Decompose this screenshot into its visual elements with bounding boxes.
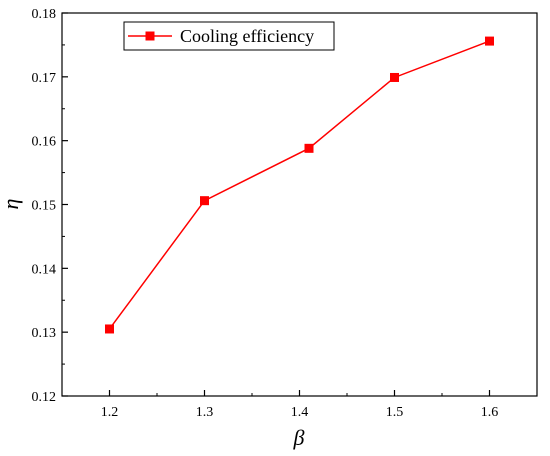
legend-marker — [145, 31, 155, 41]
legend: Cooling efficiency — [123, 21, 335, 51]
x-axis-title: β — [293, 425, 305, 450]
data-point — [105, 324, 114, 334]
y-tick-label: 0.14 — [32, 262, 57, 277]
y-axis: 0.12 0.13 0.14 0.15 0.16 0.17 0.18 — [32, 7, 68, 405]
plot-frame — [61, 12, 538, 397]
y-tick-label: 0.17 — [32, 71, 57, 86]
legend-box — [123, 21, 335, 51]
y-axis-title: η — [0, 199, 23, 210]
data-point — [485, 36, 494, 46]
y-tick-label: 0.13 — [32, 326, 57, 341]
y-tick-label: 0.18 — [32, 7, 57, 22]
data-point — [304, 143, 314, 153]
series-layer — [105, 36, 494, 334]
series-line — [108, 40, 490, 330]
legend-label: Cooling efficiency — [180, 26, 314, 46]
x-tick-label: 1.3 — [196, 405, 214, 420]
x-tick-label: 1.5 — [386, 405, 404, 420]
x-axis: 1.2 1.3 1.4 1.5 1.6 — [101, 390, 499, 420]
data-point — [200, 196, 209, 206]
data-point — [390, 72, 399, 82]
x-tick-label: 1.2 — [101, 405, 119, 420]
y-tick-label: 0.15 — [32, 199, 57, 214]
x-tick-label: 1.6 — [481, 405, 499, 420]
y-tick-label: 0.16 — [32, 135, 57, 150]
x-tick-label: 1.4 — [291, 405, 309, 420]
y-tick-label: 0.12 — [32, 390, 57, 405]
